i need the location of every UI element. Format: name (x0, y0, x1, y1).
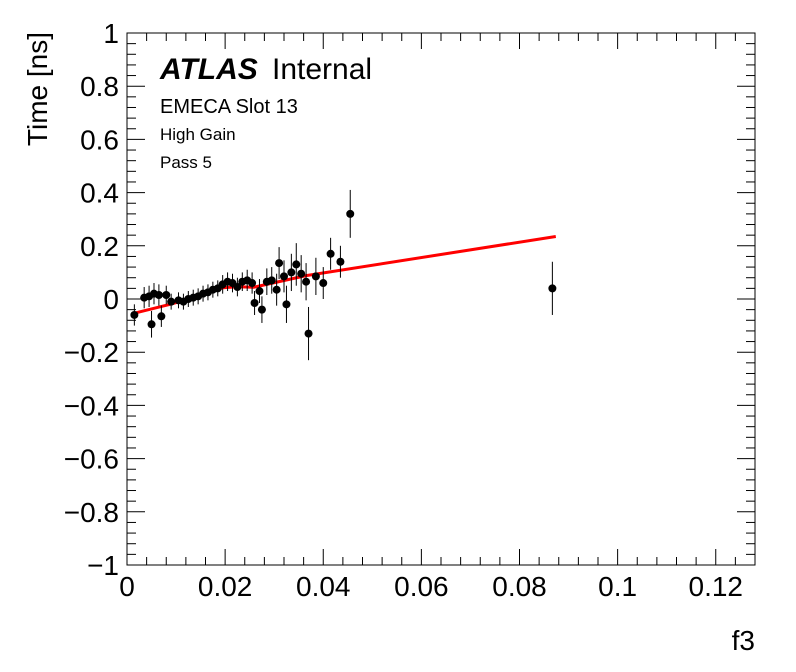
y-axis-title: Time [ns] (22, 32, 53, 146)
atlas-label: ATLAS (159, 53, 258, 86)
data-point (157, 312, 166, 321)
x-tick-label: 0.1 (598, 571, 637, 602)
internal-label: Internal (272, 53, 372, 86)
y-tick-label: −0.8 (64, 497, 119, 528)
data-point (282, 300, 291, 309)
x-axis-title: f3 (732, 625, 755, 656)
data-point (280, 272, 288, 281)
x-tick-label: 0.02 (198, 571, 253, 602)
data-point (346, 209, 355, 218)
data-point (248, 279, 257, 288)
data-point (257, 305, 266, 314)
data-point (162, 291, 171, 300)
x-tick-label: 0.08 (492, 571, 547, 602)
data-point (272, 285, 281, 294)
data-points (130, 189, 557, 361)
data-point (154, 291, 163, 300)
x-tick-label: 0.06 (394, 571, 449, 602)
y-tick-label: 0.4 (80, 178, 119, 209)
data-point (147, 320, 156, 329)
data-point (255, 287, 264, 296)
y-tick-label: 0 (103, 284, 119, 315)
y-tick-label: −1 (87, 550, 119, 581)
data-point (311, 272, 320, 281)
annotation-pass: Pass 5 (160, 153, 212, 172)
data-point (319, 279, 328, 288)
x-tick-label: 0 (119, 571, 135, 602)
data-point (292, 260, 301, 269)
data-point (233, 283, 242, 292)
y-tick-label: −0.2 (64, 337, 119, 368)
x-tick-label: 0.04 (296, 571, 351, 602)
x-tick-label: 0.12 (689, 571, 744, 602)
data-point (287, 268, 296, 277)
annotation-slot: EMECA Slot 13 (160, 96, 298, 118)
data-point (275, 259, 284, 268)
data-point (326, 249, 335, 258)
tick-labels: 0 0.02 0.04 0.06 0.08 0.1 0.12 −1 −0.8 −0.6 −0.4 −0… (64, 18, 743, 602)
data-point (302, 277, 311, 286)
data-point (548, 284, 557, 293)
annotation-gain: High Gain (160, 125, 236, 144)
y-tick-label: −0.6 (64, 444, 119, 475)
y-tick-label: 0.6 (80, 124, 119, 155)
y-tick-label: 0.2 (80, 231, 119, 262)
data-point (267, 276, 276, 285)
y-tick-label: −0.4 (64, 390, 119, 421)
data-point (250, 298, 259, 307)
data-point (297, 269, 306, 278)
y-tick-label: 1 (103, 18, 119, 49)
y-tick-label: 0.8 (80, 71, 119, 102)
data-point (336, 257, 345, 266)
data-point (130, 310, 139, 319)
data-point (304, 329, 313, 338)
data-point (167, 297, 176, 306)
